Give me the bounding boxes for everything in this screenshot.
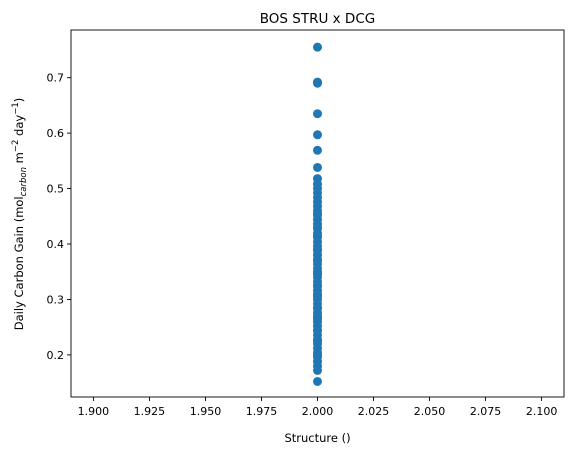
y-axis-label: Daily Carbon Gain (molcarbon m−2 day−1) — [11, 98, 29, 330]
data-point — [313, 376, 322, 386]
y-axis-label-suffix: ) — [12, 98, 26, 103]
x-tick-label: 2.075 — [470, 405, 502, 418]
data-point — [313, 267, 322, 277]
data-point — [313, 162, 322, 172]
data-point — [313, 231, 322, 241]
data-point — [313, 209, 322, 218]
data-point — [313, 42, 322, 52]
x-tick-label: 1.975 — [246, 405, 278, 418]
y-tick-label: 0.7 — [47, 72, 65, 85]
data-point — [313, 303, 322, 313]
y-axis-label-sup1: −2 — [11, 140, 21, 153]
data-point — [313, 109, 322, 119]
y-axis-label-prefix: Daily Carbon Gain (mol — [12, 196, 26, 330]
data-point — [313, 256, 322, 266]
data-point — [313, 145, 322, 155]
data-point — [313, 222, 322, 232]
y-axis-ticks: 0.2 0.3 0.4 0.5 0.6 0.7 — [47, 72, 71, 362]
x-tick-label: 2.025 — [358, 405, 390, 418]
x-tick-label: 2.050 — [414, 405, 446, 418]
y-axis-label-sub: carbon — [19, 167, 29, 196]
data-point — [313, 78, 322, 88]
data-point — [313, 289, 322, 299]
y-tick-label: 0.4 — [47, 238, 65, 251]
x-tick-label: 2.000 — [302, 405, 334, 418]
y-axis-label-sup2: −1 — [11, 102, 21, 115]
data-point — [313, 325, 322, 335]
data-point — [313, 336, 322, 346]
y-tick-label: 0.6 — [47, 127, 65, 140]
x-axis-ticks: 1.900 1.925 1.950 1.975 2.000 2.025 2.050 2.075… — [78, 397, 558, 418]
chart-title: BOS STRU x DCG — [260, 11, 375, 27]
y-axis-label-mid2: day — [12, 115, 26, 140]
x-tick-label: 1.925 — [134, 405, 166, 418]
x-tick-label: 1.900 — [78, 405, 110, 418]
data-points — [313, 42, 322, 386]
data-point — [313, 245, 322, 255]
y-tick-label: 0.2 — [47, 349, 65, 362]
x-tick-label: 2.100 — [526, 405, 558, 418]
y-tick-label: 0.5 — [47, 183, 65, 196]
data-point — [313, 281, 322, 291]
data-point — [313, 365, 322, 375]
x-axis-label: Structure () — [284, 431, 350, 445]
data-point — [313, 350, 322, 360]
data-point — [313, 311, 322, 321]
x-tick-label: 1.950 — [190, 405, 222, 418]
data-point — [313, 130, 322, 140]
y-axis-label-mid: m — [12, 152, 26, 167]
y-tick-label: 0.3 — [47, 293, 65, 306]
